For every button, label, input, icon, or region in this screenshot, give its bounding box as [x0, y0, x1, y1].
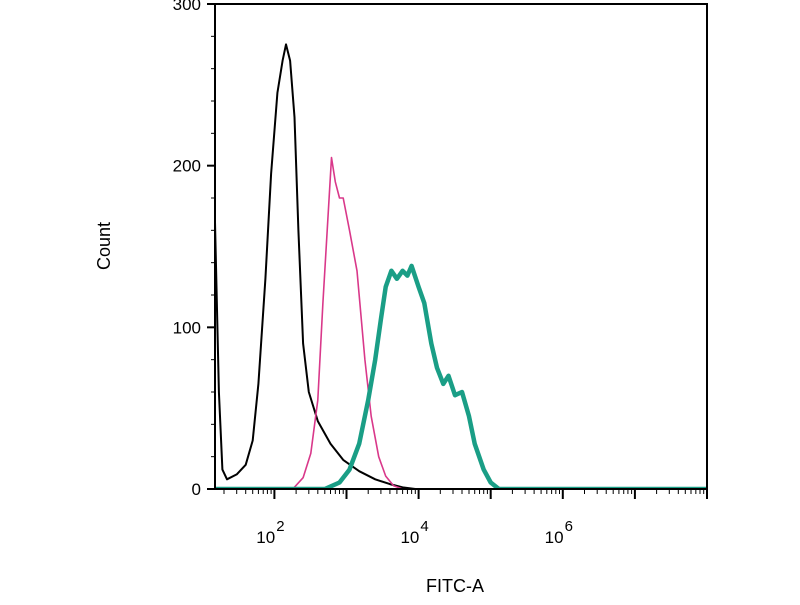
x-tick-label: 104 — [400, 518, 428, 547]
y-tick-label: 0 — [192, 480, 201, 499]
series-line-2 — [215, 156, 707, 489]
y-tick-label: 100 — [173, 318, 201, 337]
y-axis-title: Count — [94, 222, 114, 270]
x-tick-label: 102 — [256, 518, 284, 547]
y-tick-label: 300 — [173, 0, 201, 14]
y-tick-label: 200 — [173, 157, 201, 176]
plot-frame — [214, 3, 708, 490]
series-line-1 — [215, 43, 707, 489]
x-axis-title: FITC-A — [426, 576, 484, 596]
x-tick-label: 106 — [545, 518, 573, 547]
series-line-3 — [215, 263, 707, 489]
